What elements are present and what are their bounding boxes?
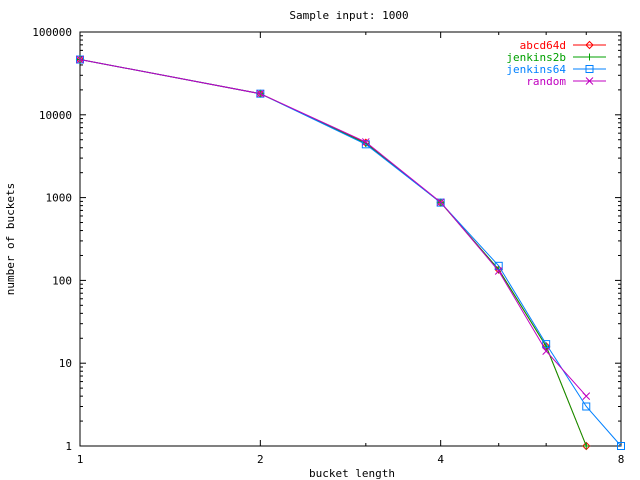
- data-point: [76, 55, 84, 64]
- data-point: [582, 392, 591, 401]
- legend-item: jenkins64: [506, 63, 606, 76]
- x-tick-label: 1: [77, 453, 84, 466]
- data-point: [256, 89, 265, 98]
- series-line: [79, 59, 587, 397]
- y-tick-label: 1: [65, 440, 72, 453]
- y-tick-label: 100000: [32, 26, 72, 39]
- axis-ticks: 1 2 4 8 1 10 100 1000 10000 100000: [32, 26, 624, 466]
- legend-label: jenkins2b: [506, 51, 566, 64]
- y-axis-label: number of buckets: [4, 183, 17, 296]
- data-point: [436, 198, 445, 207]
- series-random: [76, 55, 591, 401]
- legend-label: random: [526, 75, 566, 88]
- series-line: [79, 59, 587, 447]
- data-point: [361, 138, 370, 146]
- data-point: [617, 442, 625, 450]
- y-tick-label: 10: [59, 357, 72, 370]
- series-line: [79, 59, 622, 447]
- legend-item: abcd64d: [520, 39, 606, 52]
- data-point: [256, 89, 265, 98]
- legend-label: abcd64d: [520, 39, 566, 52]
- legend-marker: [585, 65, 594, 73]
- data-point: [436, 198, 445, 207]
- data-point: [494, 261, 503, 270]
- series-abcd64d: [75, 55, 591, 451]
- series-layer: [75, 55, 625, 451]
- data-point: [542, 347, 551, 355]
- data-point: [542, 340, 551, 349]
- series-jenkins2b: [76, 56, 590, 450]
- data-point: [76, 55, 84, 64]
- y-tick-label: 10000: [39, 109, 72, 122]
- legend-item: jenkins2b: [506, 51, 606, 64]
- x-tick-label: 4: [437, 453, 444, 466]
- data-point: [541, 342, 551, 351]
- plot-frame: [79, 31, 622, 447]
- x-axis-label: bucket length: [309, 467, 395, 480]
- y-tick-label: 100: [52, 274, 72, 287]
- chart-title: Sample input: 1000: [289, 9, 408, 22]
- data-point: [494, 267, 503, 275]
- data-point: [582, 402, 591, 411]
- series-line: [79, 59, 587, 447]
- legend-item: random: [526, 75, 606, 88]
- x-tick-label: 8: [618, 453, 625, 466]
- legend-label: jenkins64: [506, 63, 566, 76]
- series-jenkins64: [76, 55, 625, 450]
- legend-marker: [585, 77, 594, 85]
- legend-marker: [586, 53, 593, 61]
- legend-marker: [585, 40, 594, 50]
- x-tick-label: 2: [257, 453, 264, 466]
- data-point: [582, 442, 590, 450]
- y-tick-label: 1000: [46, 192, 73, 205]
